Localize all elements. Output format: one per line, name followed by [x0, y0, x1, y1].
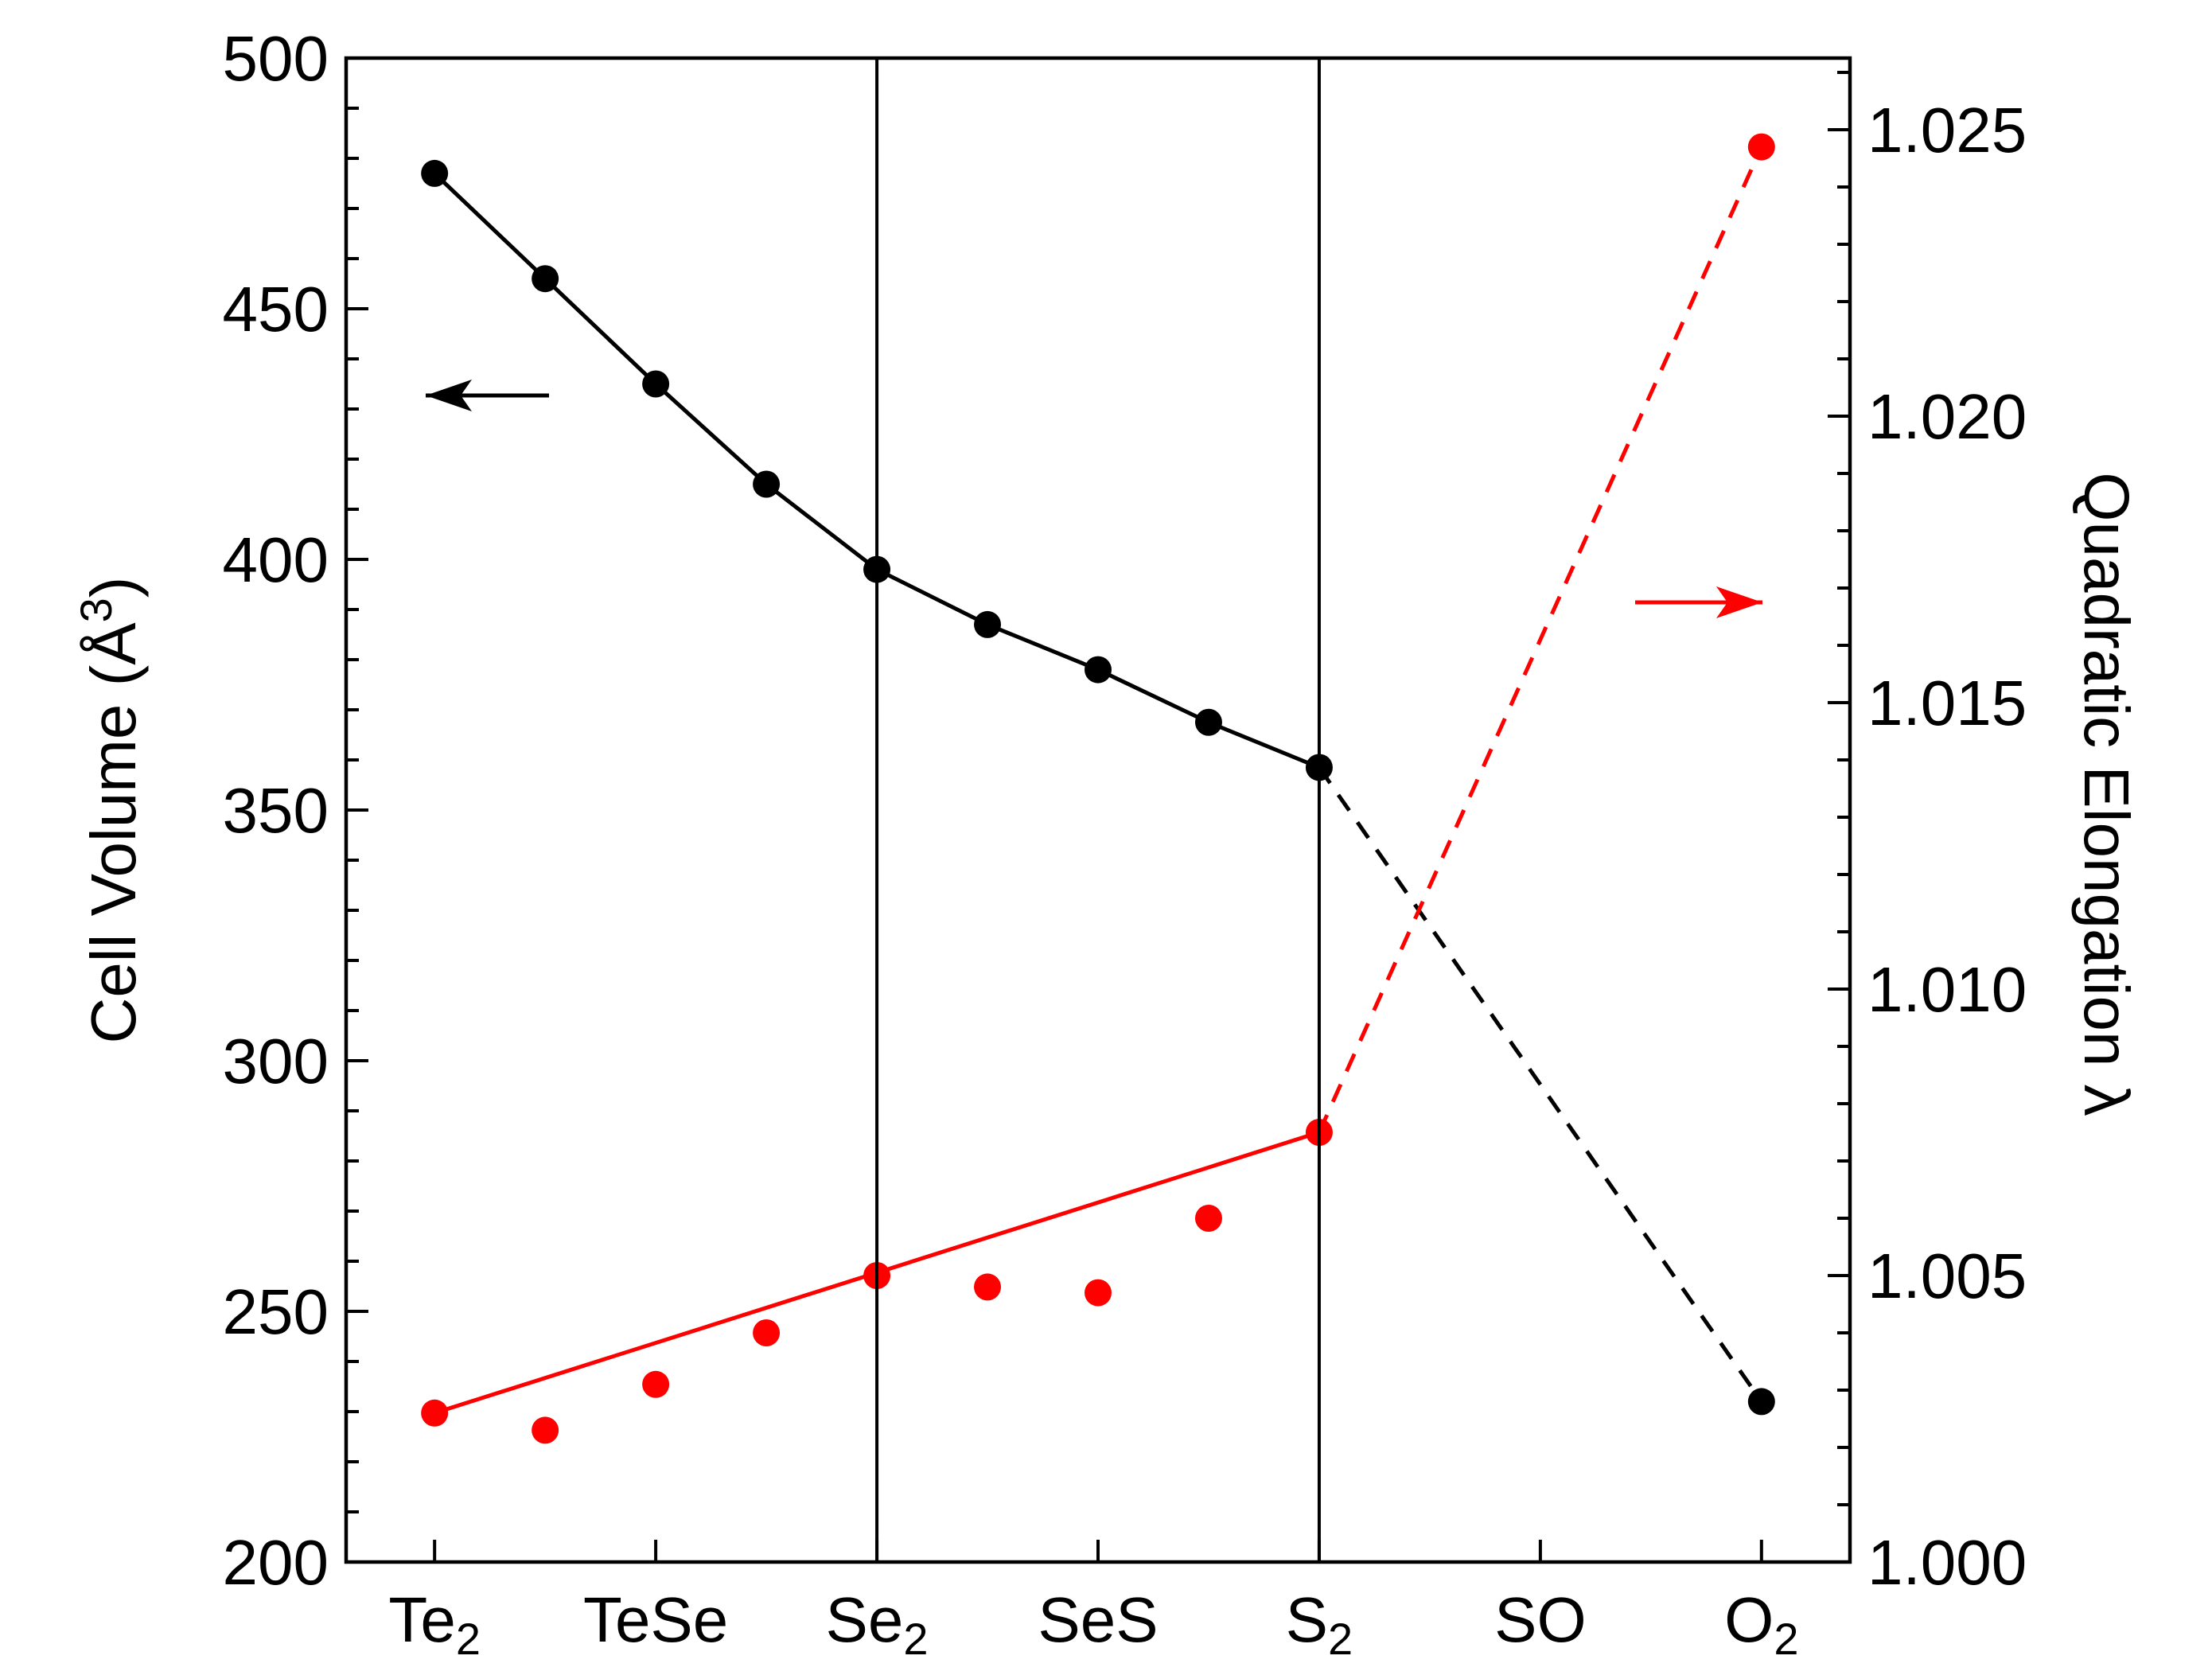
series-1-point — [974, 1273, 1002, 1301]
series-1-point — [1194, 1205, 1222, 1232]
series-0-point — [753, 470, 781, 498]
x-tick-label: Te2 — [388, 1584, 481, 1664]
x-tick-label: S2 — [1286, 1584, 1353, 1664]
series-lines — [433, 146, 1764, 1416]
series-0-point — [974, 610, 1002, 638]
right-tick-label: 1.000 — [1867, 1527, 2027, 1598]
x-tick-label: TeSe — [583, 1584, 728, 1655]
right-tick-label: 1.015 — [1867, 668, 2027, 738]
left-axis-arrow-head — [426, 380, 472, 411]
series-1-dashed-line — [1317, 146, 1764, 1134]
left-axis-label: Cell Volume (Å3) — [71, 577, 149, 1044]
series-1-point — [1747, 133, 1775, 161]
right-tick-label: 1.020 — [1867, 381, 2027, 452]
series-points — [421, 133, 1775, 1444]
left-tick-label: 500 — [223, 23, 329, 94]
x-tick-label: SeS — [1038, 1584, 1158, 1655]
series-1-point — [532, 1416, 559, 1444]
series-1-point — [421, 1399, 449, 1427]
x-tick-label: SO — [1494, 1584, 1587, 1655]
annotations — [426, 380, 1762, 618]
left-tick-label: 400 — [223, 524, 329, 595]
left-tick-label: 200 — [223, 1527, 329, 1598]
left-tick-label: 350 — [223, 775, 329, 846]
left-tick-label: 300 — [223, 1026, 329, 1097]
plot-frame — [344, 56, 1852, 1564]
series-0-point — [421, 159, 449, 187]
left-tick-label: 450 — [223, 274, 329, 345]
right-axis-arrow-head — [1716, 586, 1762, 618]
series-0-dashed-line — [1317, 766, 1763, 1403]
left-tick-label: 250 — [223, 1276, 329, 1347]
axis-labels: Cell Volume (Å3) Quadratic Elongation λ — [71, 472, 2142, 1116]
series-0-point — [1085, 656, 1112, 684]
series-0-point — [642, 370, 670, 398]
series-1-point — [1085, 1279, 1112, 1307]
series-0-point — [1194, 708, 1222, 736]
right-tick-label: 1.010 — [1867, 954, 2027, 1025]
right-tick-label: 1.025 — [1867, 95, 2027, 166]
right-axis-label: Quadratic Elongation λ — [2071, 472, 2142, 1116]
x-tick-label: Se2 — [826, 1584, 929, 1664]
series-1-point — [642, 1370, 670, 1398]
series-0-point — [532, 265, 559, 293]
axes: Te2 TeSe Se2 SeS S2 SO O2 200 250 300 350 400 450 500… — [223, 23, 2027, 1664]
x-tick-label: O2 — [1724, 1584, 1798, 1664]
series-1-point — [753, 1319, 781, 1346]
right-tick-label: 1.005 — [1867, 1241, 2027, 1311]
series-0-point — [1747, 1388, 1775, 1416]
